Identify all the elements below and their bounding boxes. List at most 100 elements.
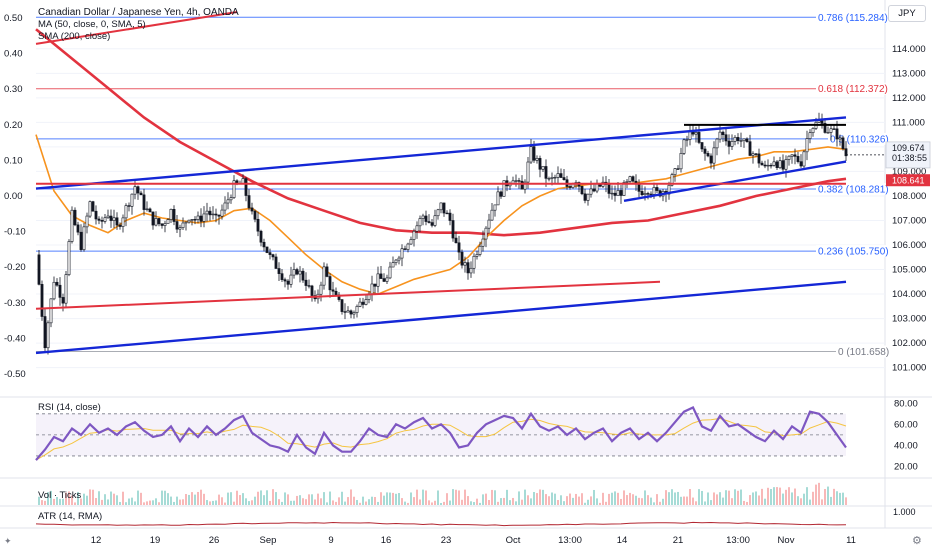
candle-body: [457, 242, 461, 253]
volume-bar: [629, 492, 631, 505]
candle-body: [808, 132, 812, 139]
left-tick-label: -0.20: [4, 262, 26, 273]
candle-body: [277, 268, 281, 274]
volume-bar: [200, 489, 202, 505]
volume-bar: [842, 492, 844, 505]
volume-bar: [344, 501, 346, 505]
volume-bar: [104, 494, 106, 505]
countdown-label: 01:38:55: [892, 153, 927, 163]
volume-bar: [833, 488, 835, 505]
volume-bar: [722, 497, 724, 505]
volume-bar: [713, 492, 715, 505]
candle-body: [334, 290, 338, 296]
atr-value-label: 1.000: [893, 507, 916, 517]
volume-bar: [161, 490, 163, 505]
candle-body: [397, 257, 401, 261]
candle-body: [475, 254, 479, 257]
volume-bar: [437, 490, 439, 505]
volume-bar: [410, 492, 412, 505]
volume-bar: [146, 501, 148, 505]
ma50-legend[interactable]: MA (50, close, 0, SMA, 5): [38, 19, 146, 30]
left-tick-label: -0.30: [4, 298, 26, 309]
candle-body: [448, 212, 452, 221]
candle-body: [199, 215, 203, 222]
candle-body: [793, 154, 797, 157]
volume-bar: [395, 493, 397, 505]
settings-icon[interactable]: ⚙: [912, 535, 922, 547]
candle-body: [442, 202, 446, 214]
candle-body: [583, 193, 587, 201]
candle-body: [325, 266, 329, 277]
volume-bar: [320, 498, 322, 505]
candle-body: [640, 191, 644, 195]
candle-body: [55, 281, 59, 286]
volume-bar: [581, 493, 583, 505]
candle-body: [580, 185, 584, 195]
candle-body: [826, 132, 830, 134]
candle-body: [586, 193, 590, 201]
atr-legend[interactable]: ATR (14, RMA): [38, 511, 103, 522]
volume-bar: [740, 489, 742, 505]
volume-bar: [44, 500, 46, 505]
volume-legend[interactable]: Vol · Ticks: [38, 490, 82, 501]
candle-body: [682, 139, 686, 154]
candle-body: [310, 285, 314, 296]
candle-body: [823, 123, 827, 133]
candlestick-series: [37, 112, 848, 355]
volume-bar: [809, 499, 811, 505]
volume-bar: [185, 493, 187, 505]
candle-body: [70, 209, 74, 242]
volume-bar: [551, 492, 553, 505]
volume-bar: [830, 496, 832, 505]
sma200-legend[interactable]: SMA (200, close): [38, 31, 111, 42]
volume-bar: [545, 494, 547, 505]
left-tick-label: 0.00: [4, 191, 23, 202]
trendlines[interactable]: [35, 11, 847, 355]
volume-bar: [236, 490, 238, 505]
candle-body: [79, 231, 83, 250]
candle-body: [370, 283, 374, 294]
volume-bar: [617, 492, 619, 505]
rsi-legend[interactable]: RSI (14, close): [38, 402, 101, 413]
candle-body: [262, 241, 266, 248]
fib-level-label: 0.5 (110.326): [830, 134, 889, 145]
symbol-title[interactable]: Canadian Dollar / Japanese Yen, 4h, OAND…: [38, 7, 239, 18]
candle-body: [169, 209, 173, 220]
left-tick-label: 0.50: [4, 13, 23, 24]
currency-badge[interactable]: JPY: [888, 5, 926, 22]
volume-bar: [167, 493, 169, 505]
volume-bar: [623, 490, 625, 505]
volume-bar: [125, 502, 127, 505]
candle-body: [727, 140, 731, 147]
volume-bar: [68, 491, 70, 505]
volume-bar: [824, 488, 826, 505]
candle-body: [418, 218, 422, 227]
fib-retracement[interactable]: 0.786 (115.284) 0.618 (112.372) 0.5 (110.3…: [36, 11, 905, 358]
volume-bar: [179, 499, 181, 505]
candle-body: [421, 215, 425, 219]
volume-bar: [371, 496, 373, 505]
candle-body: [85, 215, 89, 228]
volume-bar: [332, 500, 334, 505]
timezone-icon[interactable]: ✦: [4, 536, 12, 546]
volume-bar: [755, 491, 757, 505]
volume-bar: [188, 494, 190, 505]
volume-bar: [725, 490, 727, 505]
volume-bar: [620, 498, 622, 505]
volume-bar: [536, 493, 538, 505]
volume-bar: [98, 491, 100, 505]
volume-bar: [575, 493, 577, 505]
volume-bar: [227, 492, 229, 505]
candle-body: [73, 209, 77, 226]
left-tick-label: 0.20: [4, 120, 23, 131]
candle-body: [136, 186, 140, 194]
volume-bar: [248, 501, 250, 505]
volume-bar: [710, 500, 712, 505]
volume-bar: [191, 492, 193, 505]
volume-bar: [707, 492, 709, 505]
price-tick-label: 104.000: [892, 289, 926, 300]
volume-bar: [329, 491, 331, 505]
